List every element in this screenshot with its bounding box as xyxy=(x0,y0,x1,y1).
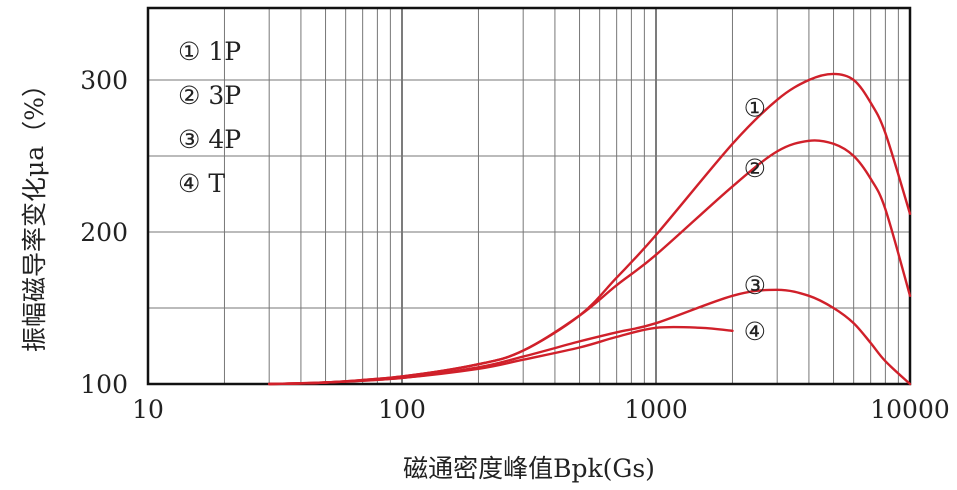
plot-frame xyxy=(146,6,912,386)
x-tick-label: 10 xyxy=(132,395,164,424)
series-line-1p xyxy=(268,72,912,386)
legend-entry: ② 3P xyxy=(178,81,241,110)
y-tick-label: 200 xyxy=(80,218,128,247)
series-marker-t: ④ xyxy=(744,317,766,346)
series-line-3p xyxy=(268,139,912,386)
legend: ① 1P ② 3P ③ 4P ④ T xyxy=(178,37,241,198)
series-marker-4p: ③ xyxy=(744,271,766,300)
series-marker-1p: ① xyxy=(744,93,766,122)
legend-entry: ① 1P xyxy=(178,37,241,66)
y-tick-label: 300 xyxy=(80,66,128,95)
series-marker-3p: ② xyxy=(744,154,766,183)
legend-entry: ④ T xyxy=(178,169,225,198)
y-tick-labels: 100 200 300 xyxy=(80,66,128,399)
y-tick-label: 100 xyxy=(80,370,128,399)
series-line-t xyxy=(268,325,734,386)
x-tick-label: 10000 xyxy=(870,395,950,424)
series-layer: ① ② ③ ④ xyxy=(268,72,912,386)
legend-entry: ③ 4P xyxy=(178,125,241,154)
x-tick-label: 1000 xyxy=(624,395,688,424)
series-line-4p xyxy=(268,288,912,386)
x-axis-label: 磁通密度峰值Bpk(Gs) xyxy=(403,454,655,483)
x-tick-label: 100 xyxy=(378,395,426,424)
grid xyxy=(148,8,910,384)
y-axis-label: 振幅磁导率变化μa（%） xyxy=(20,72,49,352)
x-tick-labels: 10 100 1000 10000 xyxy=(132,395,950,424)
